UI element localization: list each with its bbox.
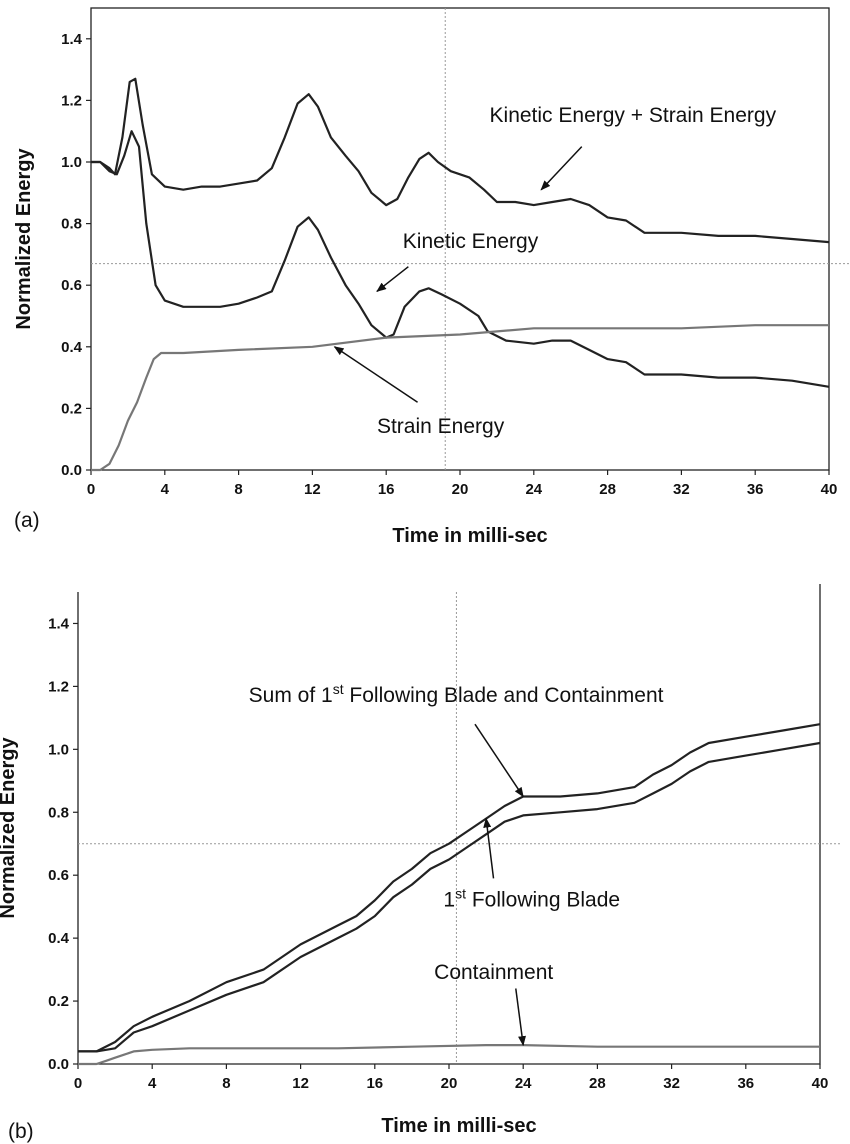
- x-tick-label: 24: [525, 481, 542, 498]
- annotation-text: Containment: [434, 961, 553, 984]
- annotation-arrow: [474, 723, 524, 798]
- y-tick-label: 0.4: [48, 930, 70, 947]
- y-tick-label: 0.0: [48, 1056, 69, 1073]
- y-tick-label: 0.6: [48, 867, 69, 884]
- annotation-text: 1: [443, 889, 455, 912]
- x-tick-label: 32: [663, 1075, 680, 1092]
- annotation-label: Kinetic Energy: [403, 230, 539, 253]
- y-tick-label: 1.0: [48, 741, 69, 758]
- chart-panel-b: 0 4 8 12 16 20 24 28 32 36 40 0.0 0.2 0.4 0.6 0.8 1.0 1.2…: [0, 584, 840, 1143]
- x-tick-label: 16: [378, 481, 395, 498]
- series-line-3: [91, 324, 829, 472]
- x-tick-label: 16: [366, 1075, 383, 1092]
- annotation-arrow: [376, 266, 409, 292]
- x-tick-label: 40: [812, 1075, 829, 1092]
- x-tick-label: 36: [747, 481, 764, 498]
- panel-label: (a): [14, 509, 40, 532]
- x-tick-label: 20: [452, 481, 469, 498]
- annotation-label: Containment: [434, 961, 553, 984]
- series-line-3: [78, 1044, 820, 1066]
- annotation-arrow: [540, 146, 583, 191]
- x-tick-label: 40: [821, 481, 838, 498]
- y-tick-label: 1.0: [61, 154, 82, 171]
- y-tick-label: 0.0: [61, 462, 82, 479]
- annotation-text-tail: Following Blade and Containment: [344, 684, 664, 707]
- y-tick-label: 0.2: [48, 993, 69, 1010]
- annotation-text: Sum of 1: [249, 684, 333, 707]
- x-tick-label: 4: [161, 481, 170, 498]
- series-line-2: [78, 741, 821, 1053]
- series-line-1: [78, 723, 821, 1053]
- x-tick-label: 0: [74, 1075, 82, 1092]
- y-tick-label: 0.6: [61, 277, 82, 294]
- x-tick-label: 12: [304, 481, 321, 498]
- annotation-superscript: st: [333, 681, 344, 697]
- y-tick-label: 1.4: [48, 615, 70, 632]
- annotation-text-tail: Following Blade: [466, 889, 620, 912]
- chart-panel-a: 0 4 8 12 16 20 24 28 32 36 40 0.0 0.2 0.4 0.6 0.8 1.0 1.2…: [13, 7, 849, 547]
- y-tick-label: 0.8: [48, 804, 69, 821]
- y-tick-label: 1.4: [61, 31, 83, 48]
- y-tick-label: 1.2: [48, 678, 69, 695]
- annotation-arrow: [333, 346, 418, 403]
- y-tick-label: 0.8: [61, 216, 82, 233]
- x-tick-label: 28: [599, 481, 616, 498]
- y-tick-label: 1.2: [61, 92, 82, 109]
- annotation-arrow: [483, 817, 495, 879]
- x-tick-label: 24: [515, 1075, 532, 1092]
- series-line-2: [91, 130, 830, 388]
- annotation-label: Sum of 1st Following Blade and Containme…: [249, 681, 664, 707]
- x-tick-label: 8: [234, 481, 242, 498]
- annotation-arrow: [515, 988, 526, 1047]
- annotation-label: Strain Energy: [377, 415, 505, 438]
- x-tick-label: 12: [292, 1075, 309, 1092]
- x-tick-label: 32: [673, 481, 690, 498]
- annotation-label: Kinetic Energy + Strain Energy: [490, 104, 777, 127]
- y-axis-title: Normalized Energy: [13, 148, 35, 330]
- x-tick-label: 36: [737, 1075, 754, 1092]
- x-tick-label: 4: [148, 1075, 157, 1092]
- series-line-1: [91, 77, 830, 244]
- y-tick-label: 0.4: [61, 339, 83, 356]
- x-tick-label: 0: [87, 481, 95, 498]
- panel-label: (b): [8, 1120, 34, 1143]
- y-axis-title: Normalized Energy: [0, 737, 19, 919]
- x-axis-title: Time in milli-sec: [381, 1115, 536, 1137]
- y-tick-label: 0.2: [61, 400, 82, 417]
- plot-frame: [77, 584, 821, 1065]
- x-axis-title: Time in milli-sec: [392, 525, 547, 547]
- x-tick-label: 28: [589, 1075, 606, 1092]
- x-tick-label: 8: [222, 1075, 230, 1092]
- x-tick-label: 20: [441, 1075, 458, 1092]
- annotation-superscript: st: [455, 886, 466, 902]
- annotation-label: 1st Following Blade: [443, 886, 620, 912]
